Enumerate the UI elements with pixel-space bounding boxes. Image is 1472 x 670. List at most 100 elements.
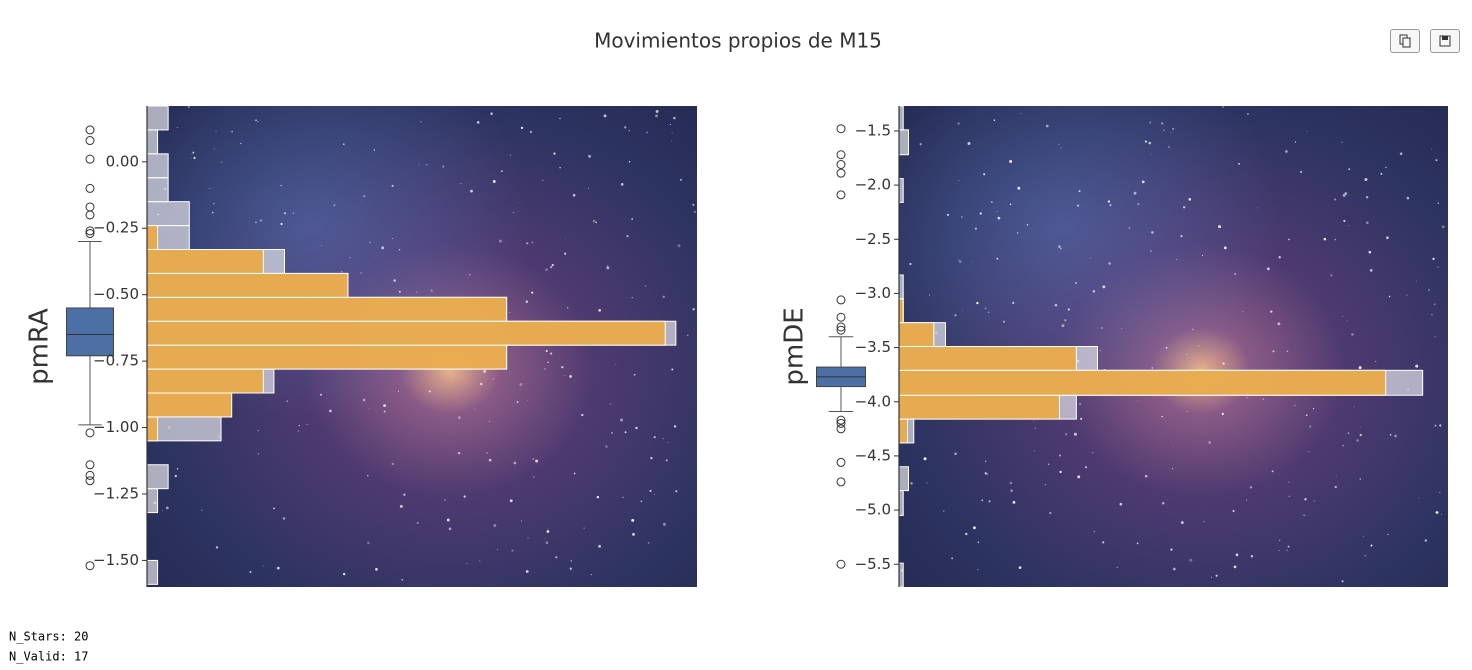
star [519, 383, 523, 386]
star [650, 456, 653, 460]
star [965, 532, 968, 536]
star [1406, 294, 1408, 296]
star [671, 368, 674, 371]
star [520, 520, 523, 522]
star [655, 110, 659, 113]
star [1033, 450, 1036, 452]
star [460, 183, 462, 185]
star [1049, 512, 1052, 515]
star [240, 142, 242, 145]
star [588, 154, 591, 158]
star [647, 542, 650, 544]
star [1183, 206, 1186, 209]
star [488, 458, 492, 462]
star [1108, 262, 1111, 265]
star [624, 431, 627, 434]
star [967, 142, 971, 145]
star [1348, 224, 1350, 226]
outlier [85, 460, 95, 470]
star [984, 472, 987, 475]
star [1144, 474, 1148, 478]
histogram-bar [146, 488, 159, 514]
chart-title: Movimientos propios de M15 [594, 29, 882, 53]
y-tick-label: −5.5 [855, 555, 891, 573]
star [1045, 124, 1049, 128]
star [192, 151, 195, 154]
star [1151, 367, 1153, 369]
star [1304, 498, 1307, 501]
star [606, 266, 610, 270]
star [391, 462, 394, 466]
star [280, 184, 283, 187]
star [631, 518, 635, 522]
star [1346, 320, 1348, 322]
star [988, 500, 991, 503]
copy-button[interactable] [1390, 29, 1420, 53]
star [951, 557, 954, 560]
star [610, 403, 612, 405]
star [1433, 303, 1436, 306]
star [1170, 132, 1172, 134]
save-button[interactable] [1430, 29, 1460, 53]
star [1102, 285, 1106, 289]
star [401, 578, 404, 581]
y-axis-label: pmDE [780, 307, 810, 385]
star [1172, 127, 1174, 130]
star [1012, 500, 1016, 504]
star [1119, 502, 1123, 506]
star [1172, 445, 1174, 447]
star [547, 361, 549, 363]
star [1288, 481, 1290, 483]
star [262, 565, 264, 567]
outlier [836, 418, 846, 428]
star [1330, 274, 1333, 277]
star [1428, 288, 1431, 291]
star [1074, 432, 1077, 436]
star [1189, 558, 1193, 562]
outlier [85, 561, 95, 571]
star [1202, 254, 1204, 257]
star [511, 549, 514, 552]
star [1232, 509, 1235, 513]
copy-icon [1399, 34, 1411, 48]
star [1272, 350, 1275, 353]
star [249, 570, 252, 573]
footer-line: N_Stars: 20 [9, 630, 88, 644]
star [984, 460, 987, 463]
star [273, 507, 275, 510]
star [442, 165, 445, 168]
star [662, 295, 665, 299]
star [1133, 191, 1137, 195]
outlier [836, 295, 846, 305]
outlier [85, 202, 95, 212]
star [622, 496, 624, 498]
star [1234, 272, 1237, 276]
star [398, 290, 401, 293]
star [1172, 468, 1174, 470]
star [961, 216, 963, 218]
histogram-bar [146, 344, 508, 370]
star [983, 173, 986, 176]
star [190, 157, 192, 159]
star [1288, 238, 1290, 241]
star [581, 413, 584, 417]
star [1136, 542, 1139, 545]
star [373, 256, 375, 258]
star [692, 308, 695, 311]
star [611, 431, 614, 434]
star [972, 526, 976, 530]
star [551, 263, 554, 267]
star [518, 202, 520, 204]
star [1211, 576, 1213, 578]
star [1388, 295, 1391, 298]
y-tick-label: −0.75 [93, 352, 139, 370]
star [1149, 121, 1152, 124]
y-tick-label: −3.0 [855, 284, 891, 302]
histogram-bar [146, 129, 159, 155]
histogram-bar [146, 392, 233, 418]
outlier [836, 424, 846, 434]
star [1137, 400, 1139, 402]
star [1250, 555, 1254, 558]
star [489, 420, 491, 422]
star [1257, 207, 1259, 209]
